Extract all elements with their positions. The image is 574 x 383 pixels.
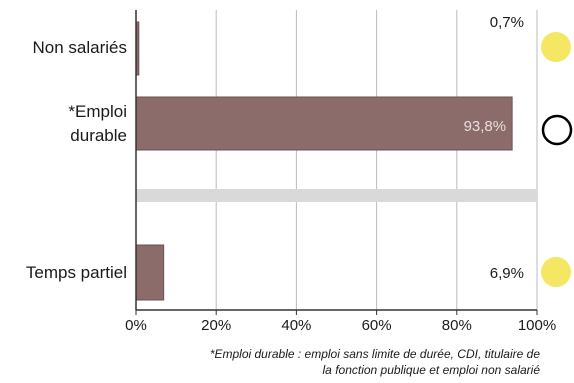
footnote-line-2: la fonction publique et emploi non salar… [322, 363, 540, 377]
x-tick-label: 0% [125, 317, 147, 334]
x-tick-label: 60% [362, 317, 392, 334]
data-label: 6,9% [490, 265, 524, 282]
category-label: durable [70, 126, 127, 145]
x-tick-label: 100% [518, 317, 556, 334]
separator-bar [136, 189, 537, 202]
x-tick-label: 80% [442, 317, 472, 334]
x-tick-label: 40% [281, 317, 311, 334]
marker-circle [541, 32, 571, 62]
category-label: Temps partiel [26, 263, 127, 282]
bar [135, 96, 513, 151]
footnote-line-1: *Emploi durable : emploi sans limite de … [209, 347, 540, 361]
data-label: 93,8% [464, 118, 507, 135]
marker-circle [541, 257, 571, 287]
category-label: *Emploi [68, 102, 127, 121]
bar [135, 244, 165, 301]
data-label: 0,7% [490, 14, 524, 31]
marker-circle [541, 114, 573, 146]
x-tick-label: 20% [201, 317, 231, 334]
category-label: Non salariés [33, 38, 128, 57]
